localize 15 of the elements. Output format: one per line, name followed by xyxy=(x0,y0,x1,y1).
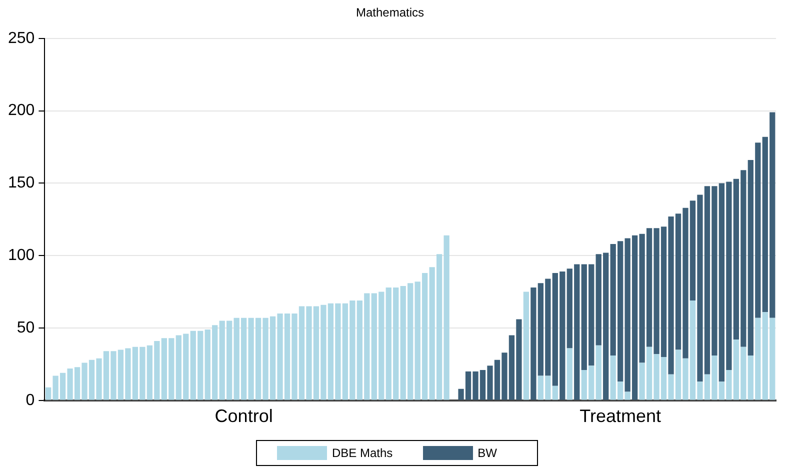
y-tick-label: 200 xyxy=(8,102,35,120)
x-tick-label: Treatment xyxy=(580,406,662,426)
chart-title: Mathematics xyxy=(356,6,424,20)
y-tick-label: 250 xyxy=(8,30,35,47)
bar xyxy=(523,292,530,400)
legend-label: BW xyxy=(478,446,498,460)
legend-label: DBE Maths xyxy=(332,446,393,460)
y-tick-label: 150 xyxy=(8,174,35,192)
y-tick-label: 0 xyxy=(26,392,35,409)
bar xyxy=(596,345,602,400)
bar xyxy=(566,348,572,400)
bar xyxy=(552,386,558,400)
x-tick-label: Control xyxy=(214,406,273,426)
y-tick-label: 50 xyxy=(16,319,35,336)
y-tick-label: 100 xyxy=(8,247,35,264)
